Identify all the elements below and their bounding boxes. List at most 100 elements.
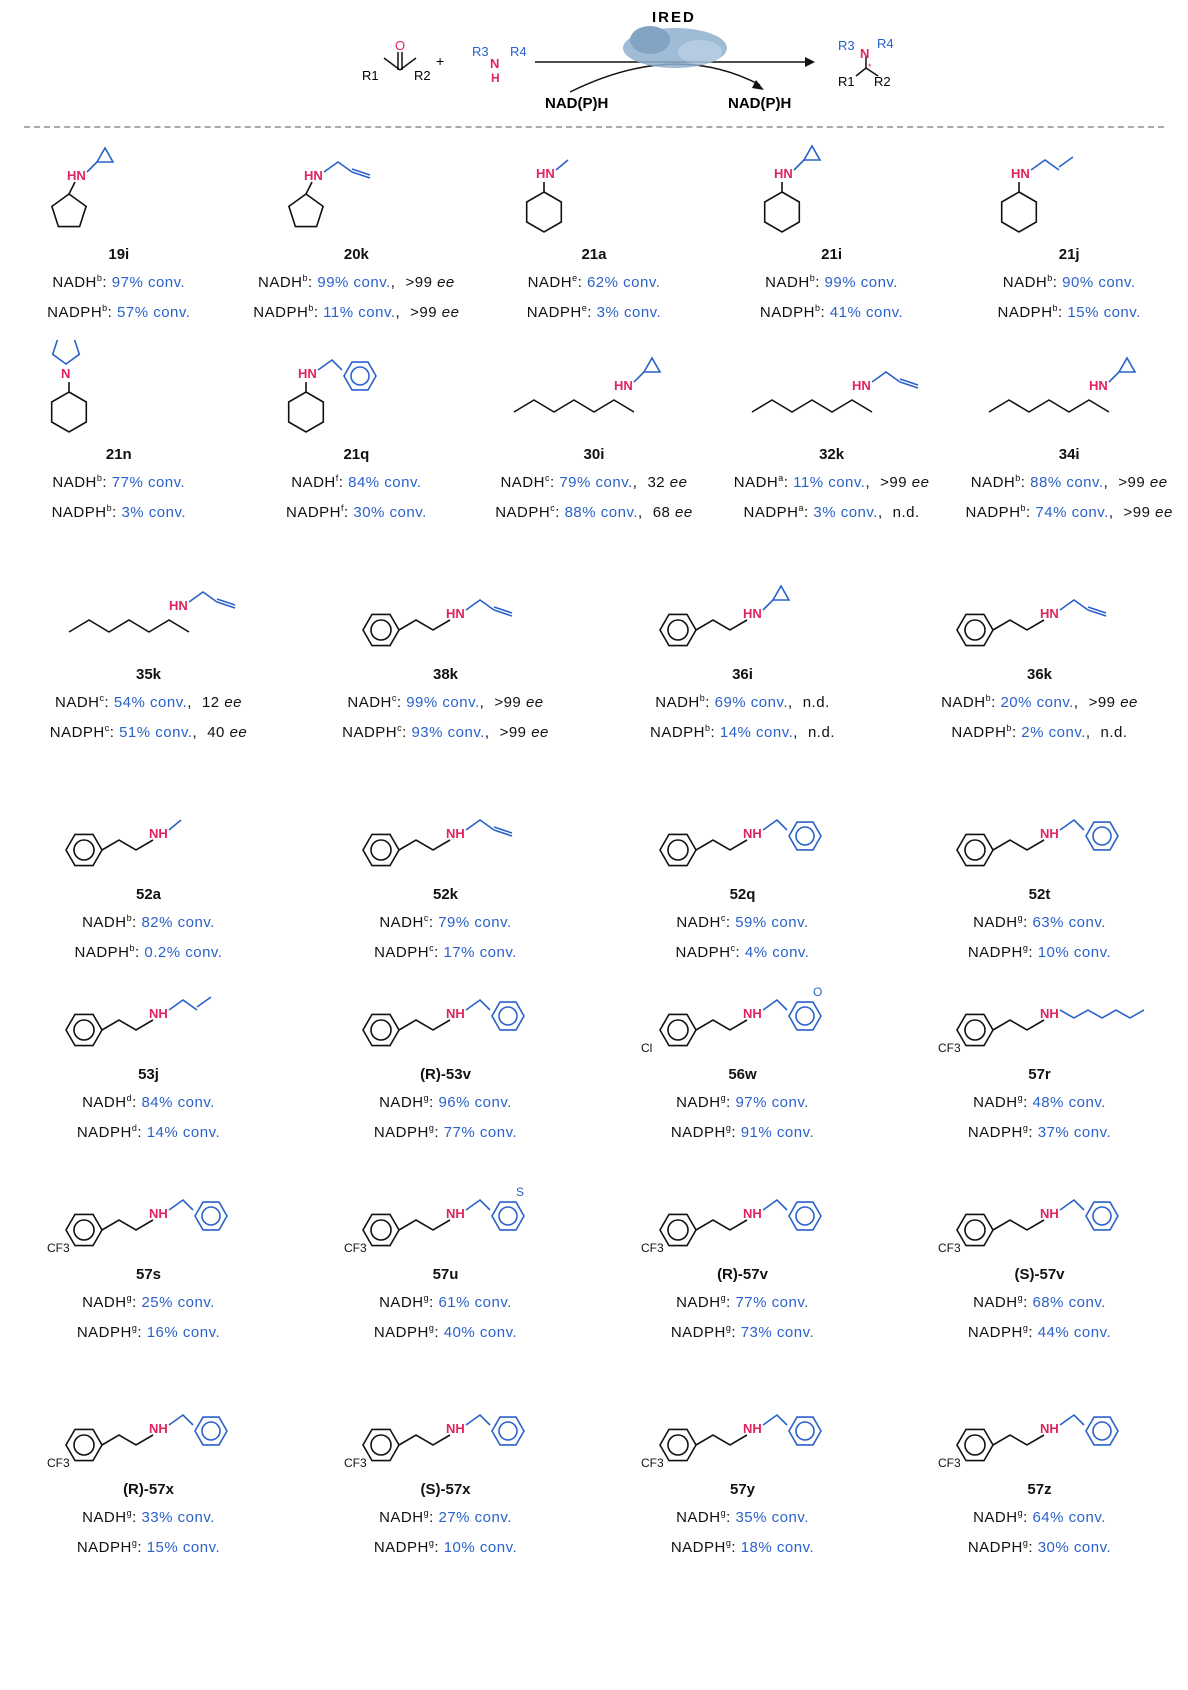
nadph-result: NADPHb: 2% conv., n.d. <box>951 723 1128 741</box>
conversion-suffix: % conv. <box>456 1509 512 1526</box>
conversion-suffix: % conv. <box>129 274 186 291</box>
substrate-row: N 21n NADHb: 77% conv. NADPHb: 3% conv. HN 21… <box>0 340 1188 560</box>
molecule-structure: HN <box>751 371 918 413</box>
condition-footnote: g <box>131 1323 138 1333</box>
condition-footnote: b <box>106 503 113 513</box>
ee-label: ee <box>669 474 688 491</box>
n-substituent-pyrrolidine <box>51 340 81 365</box>
conversion-percent: 35 <box>735 1509 754 1526</box>
nadph-label: NADPH <box>76 1124 132 1141</box>
cyclopentane-ring <box>50 193 87 228</box>
ee-value: n.d. <box>808 724 835 741</box>
nadph-label: NADPH <box>74 944 130 961</box>
amine-nitrogen-label: HN <box>1011 166 1030 181</box>
nadh-label: NADH <box>257 274 303 291</box>
nadph-result: NADPHg: 73% conv. <box>670 1323 815 1341</box>
nadh-label: NADH <box>676 1294 721 1311</box>
nadh-result: NADHb: 88% conv., >99 ee <box>970 473 1168 491</box>
conversion-suffix: % conv. <box>429 724 485 741</box>
conversion-value: 10% conv. <box>1038 944 1111 961</box>
compound-id: 19i <box>108 246 130 263</box>
substituent-heteroatom-label: S <box>516 1185 524 1199</box>
conversion-suffix: % conv. <box>456 1294 512 1311</box>
substrate-card: HN 21q NADHf: 84% conv. NADPHf: 30% conv. <box>246 340 466 533</box>
nadh-label: NADH <box>676 1094 721 1111</box>
condition-footnote: g <box>428 1323 435 1333</box>
molecule-structure: CF3 NH <box>641 1198 822 1255</box>
compound-id: 21n <box>105 446 132 463</box>
conversion-value: 84% conv. <box>348 474 421 491</box>
conversion-suffix: % conv. <box>1018 694 1074 711</box>
nadh-label: NADH <box>973 1294 1018 1311</box>
ee-number: >99 <box>880 474 908 491</box>
conversion-percent: 88 <box>564 504 583 521</box>
conversion-percent: 20 <box>1000 694 1019 711</box>
condition-footnote: b <box>985 693 992 703</box>
n-substituent-propargyl <box>1059 599 1106 617</box>
ee-label: ee <box>911 474 930 491</box>
conversion-percent: 90 <box>1062 274 1080 291</box>
benzene-ring <box>361 1013 400 1047</box>
conversion-suffix: % conv. <box>758 1324 815 1341</box>
conversion-percent: 17 <box>443 944 462 961</box>
conversion-suffix: % conv. <box>604 274 661 291</box>
n-substituent-cyclopropyl <box>633 356 662 383</box>
conversion-percent: 61 <box>438 1294 457 1311</box>
substrate-row: NH 53j NADHd: 84% conv. NADPHd: 14% conv. NH… <box>0 960 1188 1160</box>
conversion-suffix: % conv. <box>136 724 193 741</box>
condition-footnote: c <box>423 913 429 923</box>
substrate-card: CF3 NH (S)-57x NADHg: 27% conv. NADPHg: 10% … <box>336 1375 556 1568</box>
amine-nitrogen-label: NH <box>446 1006 465 1021</box>
conversion-suffix: % conv. <box>166 944 223 961</box>
conversion-suffix: % conv. <box>1050 1509 1106 1526</box>
conversion-suffix: % conv. <box>758 1539 815 1556</box>
compound-id: 53j <box>138 1066 159 1083</box>
conversion-percent: 74 <box>1035 504 1054 521</box>
nadph-label: NADPH <box>675 944 731 961</box>
ketone-r2: R2 <box>414 68 431 83</box>
conversion-suffix: % conv. <box>1055 1324 1112 1341</box>
condition-footnote: g <box>131 1538 138 1548</box>
molecule-structure: NH <box>361 819 512 867</box>
conversion-value: 73% conv. <box>741 1324 814 1341</box>
compound-id: 52t <box>1028 886 1051 903</box>
nadph-label: NADPH <box>47 304 103 321</box>
condition-footnote: e <box>581 303 588 313</box>
nadh-label: NADH <box>676 914 721 931</box>
conversion-value: 77% conv. <box>112 474 185 491</box>
molecule-structure: Cl NH O <box>641 985 822 1055</box>
molecule-structure: CF3 NH <box>641 1413 822 1470</box>
nadph-result: NADPHd: 14% conv. <box>76 1123 221 1141</box>
conversion-percent: 3 <box>813 504 823 521</box>
conversion-suffix: % conv. <box>1030 724 1086 741</box>
molecule-structure: HN <box>658 584 790 647</box>
nadh-result: NADHg: 63% conv. <box>973 913 1106 931</box>
substrate-card: NH (R)-53v NADHg: 96% conv. NADPHg: 77% con… <box>336 960 556 1153</box>
nadph-result: NADPHb: 74% conv., >99 ee <box>965 503 1173 521</box>
n-substituent-propargyl <box>323 161 371 179</box>
nadph-label: NADPH <box>743 504 799 521</box>
ring-substituent-label: CF3 <box>47 1456 70 1470</box>
benzene-ring <box>64 1428 103 1462</box>
conversion-percent: 62 <box>586 274 605 291</box>
molecule-structure: HN <box>525 159 569 233</box>
conversion-suffix: % conv. <box>335 274 391 291</box>
conversion-suffix: % conv. <box>582 504 639 521</box>
conversion-percent: 15 <box>146 1539 165 1556</box>
substrate-card: HN 19i NADHb: 97% conv. NADPHb: 57% conv. <box>9 140 229 333</box>
amine-nitrogen-label: HN <box>852 378 871 393</box>
conversion-value: 33% conv. <box>141 1509 214 1526</box>
conversion-value: 90% conv. <box>1062 274 1135 291</box>
n-substituent-benzyl <box>762 1413 822 1446</box>
molecule-structure: N <box>50 340 87 433</box>
condition-footnote: g <box>1022 1123 1029 1133</box>
nadh-result: NADHg: 64% conv. <box>973 1508 1106 1526</box>
substrate-card: HN 20k NADHb: 99% conv., >99 ee NADPHb: 11% … <box>246 140 466 333</box>
conversion-percent: 97 <box>735 1094 754 1111</box>
conversion-value: 30% conv. <box>353 504 426 521</box>
arrow-head-icon <box>805 57 815 67</box>
benzene-ring <box>658 1428 697 1462</box>
molecule-structure: HN <box>288 161 371 228</box>
condition-footnote: g <box>428 1123 435 1133</box>
molecule-structure: CF3 NH <box>47 1413 228 1470</box>
